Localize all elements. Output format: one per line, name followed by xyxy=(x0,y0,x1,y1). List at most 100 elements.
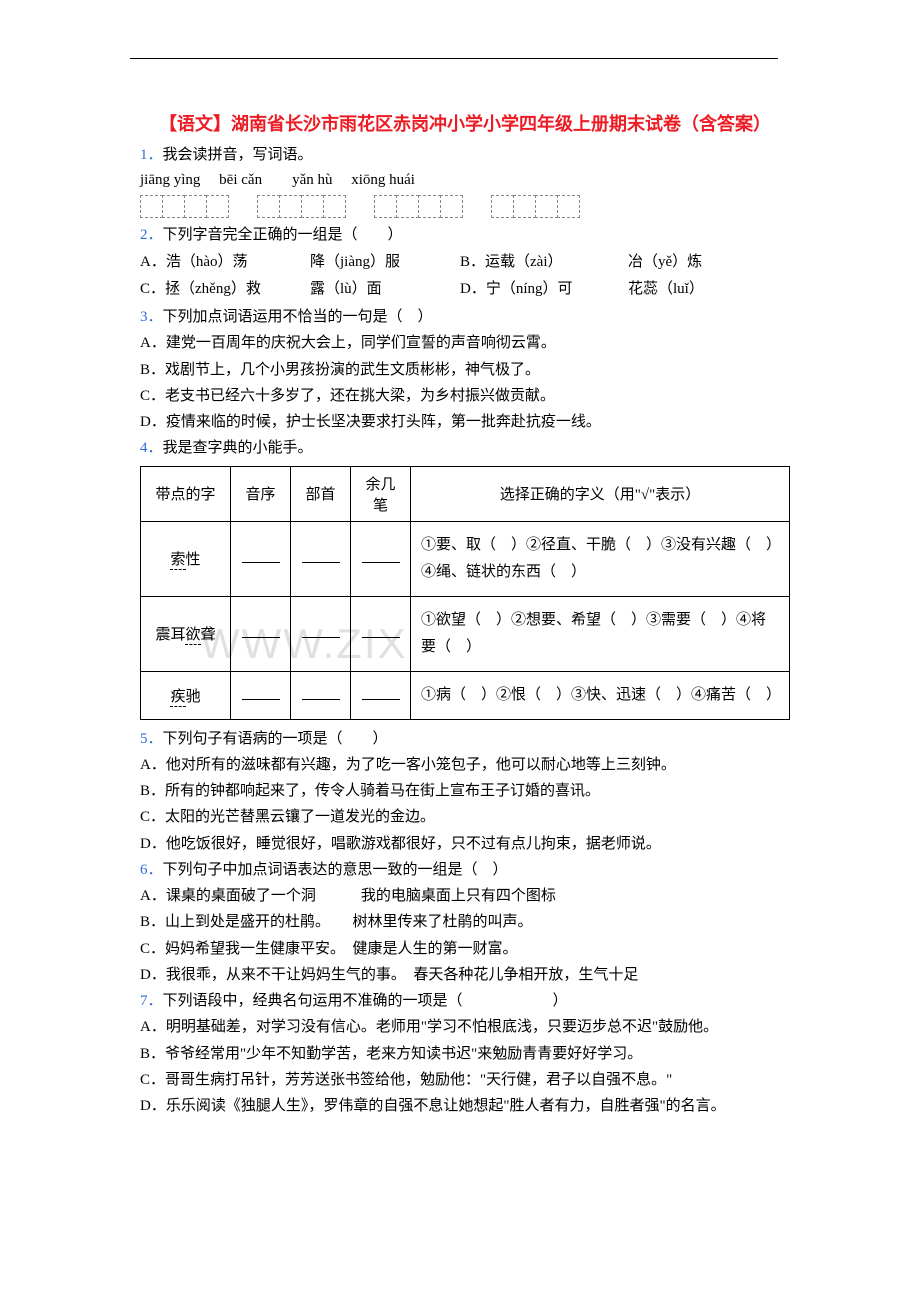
char-post: 性 xyxy=(186,552,201,568)
q2-D2: 花蕊（luǐ） xyxy=(628,276,704,304)
q6-C: C．妈妈希望我一生健康平安。 健康是人生的第一财富。 xyxy=(140,936,790,962)
q1-text: 我会读拼音，写词语。 xyxy=(163,147,313,163)
q4-number: 4． xyxy=(140,440,163,456)
blank-line xyxy=(242,624,280,638)
th-yubi: 余几笔 xyxy=(351,466,411,521)
q6-text: 下列句子中加点词语表达的意思一致的一组是（ ） xyxy=(163,862,508,878)
q7-text: 下列语段中，经典名句运用不准确的一项是（ ） xyxy=(163,993,568,1009)
th-char: 带点的字 xyxy=(141,466,231,521)
cell-blank xyxy=(291,521,351,596)
q4-text: 我是查字典的小能手。 xyxy=(163,440,313,456)
q7-number: 7． xyxy=(140,993,163,1009)
grid-cell xyxy=(257,195,280,218)
exam-page: 【语文】湖南省长沙市雨花区赤岗冲小学小学四年级上册期末试卷（含答案） 1．我会读… xyxy=(0,0,920,1199)
q6-number: 6． xyxy=(140,862,163,878)
th-yinxu: 音序 xyxy=(231,466,291,521)
q3-C: C．老支书已经六十多岁了，还在挑大梁，为乡村振兴做贡献。 xyxy=(140,383,790,409)
grid-box-2 xyxy=(257,195,346,218)
q6-stem: 6．下列句子中加点词语表达的意思一致的一组是（ ） xyxy=(140,857,790,883)
blank-line xyxy=(362,549,400,563)
key-char: 欲 xyxy=(185,627,200,645)
q6-A: A．课桌的桌面破了一个洞 我的电脑桌面上只有四个图标 xyxy=(140,883,790,909)
q2-number: 2． xyxy=(140,227,163,243)
grid-cell xyxy=(535,195,558,218)
grid-cell xyxy=(140,195,163,218)
grid-cell xyxy=(513,195,536,218)
grid-cell xyxy=(184,195,207,218)
grid-box-1 xyxy=(140,195,229,218)
key-char: 索 xyxy=(170,552,185,570)
grid-box-4 xyxy=(491,195,580,218)
char-post: 驰 xyxy=(186,689,201,705)
q3-B: B．戏剧节上，几个小男孩扮演的武生文质彬彬，神气极了。 xyxy=(140,357,790,383)
grid-cell xyxy=(491,195,514,218)
q2-A1: A．浩（hào）荡 xyxy=(140,249,310,277)
table-row: 疾驰 ①病（ ）②恨（ ）③快、迅速（ ）④痛苦（ ） xyxy=(141,671,790,719)
q2-text: 下列字音完全正确的一组是（ ） xyxy=(163,227,403,243)
char-pre: 震耳 xyxy=(155,627,185,643)
q2-C1: C．拯（zhěng）救 xyxy=(140,276,310,304)
q6-B: B．山上到处是盛开的杜鹃。 树林里传来了杜鹃的叫声。 xyxy=(140,909,790,935)
cell-blank xyxy=(231,521,291,596)
grid-cell xyxy=(557,195,580,218)
q2-B1: B．运载（zài） xyxy=(460,249,628,277)
q2-row1: A．浩（hào）荡 降（jiàng）服 B．运载（zài） 冶（yě）炼 xyxy=(140,249,790,277)
cell-blank xyxy=(231,671,291,719)
q2-D1: D．宁（níng）可 xyxy=(460,276,628,304)
q2-A2: 降（jiàng）服 xyxy=(310,249,460,277)
blank-line xyxy=(302,624,340,638)
q7-A: A．明明基础差，对学习没有信心。老师用"学习不怕根底浅，只要迈步总不迟"鼓励他。 xyxy=(140,1014,790,1040)
grid-box-3 xyxy=(374,195,463,218)
grid-cell xyxy=(440,195,463,218)
table-row: 索性 ①要、取（ ）②径直、干脆（ ）③没有兴趣（ ）④绳、链状的东西（ ） xyxy=(141,521,790,596)
blank-line xyxy=(302,686,340,700)
pinyin-2: bēi cǎn xyxy=(219,172,262,188)
q1-pinyin-row: jiāng yìng bēi cǎn yǎn hù xiōng huái xyxy=(140,168,790,192)
q6-D: D．我很乖，从来不干让妈妈生气的事。 春天各种花儿争相开放，生气十足 xyxy=(140,962,790,988)
grid-cell xyxy=(301,195,324,218)
cell-blank xyxy=(231,596,291,671)
cell-blank xyxy=(291,596,351,671)
key-char: 疾 xyxy=(170,689,185,707)
q3-D: D．疫情来临的时候，护士长坚决要求打头阵，第一批奔赴抗疫一线。 xyxy=(140,409,790,435)
grid-cell xyxy=(323,195,346,218)
blank-line xyxy=(362,624,400,638)
q5-A: A．他对所有的滋味都有兴趣，为了吃一客小笼包子，他可以耐心地等上三刻钟。 xyxy=(140,752,790,778)
q1-number: 1． xyxy=(140,147,163,163)
cell-blank xyxy=(291,671,351,719)
q5-B: B．所有的钟都响起来了，传令人骑着马在街上宣布王子订婚的喜讯。 xyxy=(140,778,790,804)
th-meaning: 选择正确的字义（用"√"表示） xyxy=(411,466,790,521)
table-header-row: 带点的字 音序 部首 余几笔 选择正确的字义（用"√"表示） xyxy=(141,466,790,521)
grid-cell xyxy=(206,195,229,218)
q4-stem: 4．我是查字典的小能手。 xyxy=(140,435,790,461)
cell-meaning: ①欲望（ ）②想要、希望（ ）③需要（ ）④将要（ ） xyxy=(411,596,790,671)
blank-line xyxy=(242,686,280,700)
pinyin-4: xiōng huái xyxy=(351,172,415,188)
q3-stem: 3．下列加点词语运用不恰当的一句是（ ） xyxy=(140,304,790,330)
q3-text: 下列加点词语运用不恰当的一句是（ ） xyxy=(163,309,433,325)
q7-stem: 7．下列语段中，经典名句运用不准确的一项是（ ） xyxy=(140,988,790,1014)
q2-row2: C．拯（zhěng）救 露（lù）面 D．宁（níng）可 花蕊（luǐ） xyxy=(140,276,790,304)
q1-grid-row xyxy=(140,195,790,218)
q3-number: 3． xyxy=(140,309,163,325)
q5-number: 5． xyxy=(140,731,163,747)
pinyin-1: jiāng yìng xyxy=(140,172,200,188)
q7-B: B．爷爷经常用"少年不知勤学苦，老来方知读书迟"来勉励青青要好好学习。 xyxy=(140,1041,790,1067)
blank-line xyxy=(362,686,400,700)
q7-C: C．哥哥生病打吊针，芳芳送张书签给他，勉励他："天行健，君子以自强不息。" xyxy=(140,1067,790,1093)
q2-B2: 冶（yě）炼 xyxy=(628,249,702,277)
blank-line xyxy=(302,549,340,563)
q7-D: D．乐乐阅读《独腿人生》，罗伟章的自强不息让她想起"胜人者有力，自胜者强"的名言… xyxy=(140,1093,790,1119)
q2-stem: 2．下列字音完全正确的一组是（ ） xyxy=(140,222,790,248)
cell-blank xyxy=(351,596,411,671)
char-post: 聋 xyxy=(201,627,216,643)
q5-text: 下列句子有语病的一项是（ ） xyxy=(163,731,388,747)
th-bushou: 部首 xyxy=(291,466,351,521)
exam-title: 【语文】湖南省长沙市雨花区赤岗冲小学小学四年级上册期末试卷（含答案） xyxy=(140,110,790,136)
table-row: 震耳欲聋 ①欲望（ ）②想要、希望（ ）③需要（ ）④将要（ ） xyxy=(141,596,790,671)
grid-cell xyxy=(374,195,397,218)
cell-meaning: ①病（ ）②恨（ ）③快、迅速（ ）④痛苦（ ） xyxy=(411,671,790,719)
q5-D: D．他吃饭很好，睡觉很好，唱歌游戏都很好，只不过有点儿拘束，据老师说。 xyxy=(140,831,790,857)
q5-C: C．太阳的光芒替黑云镶了一道发光的金边。 xyxy=(140,804,790,830)
grid-cell xyxy=(396,195,419,218)
